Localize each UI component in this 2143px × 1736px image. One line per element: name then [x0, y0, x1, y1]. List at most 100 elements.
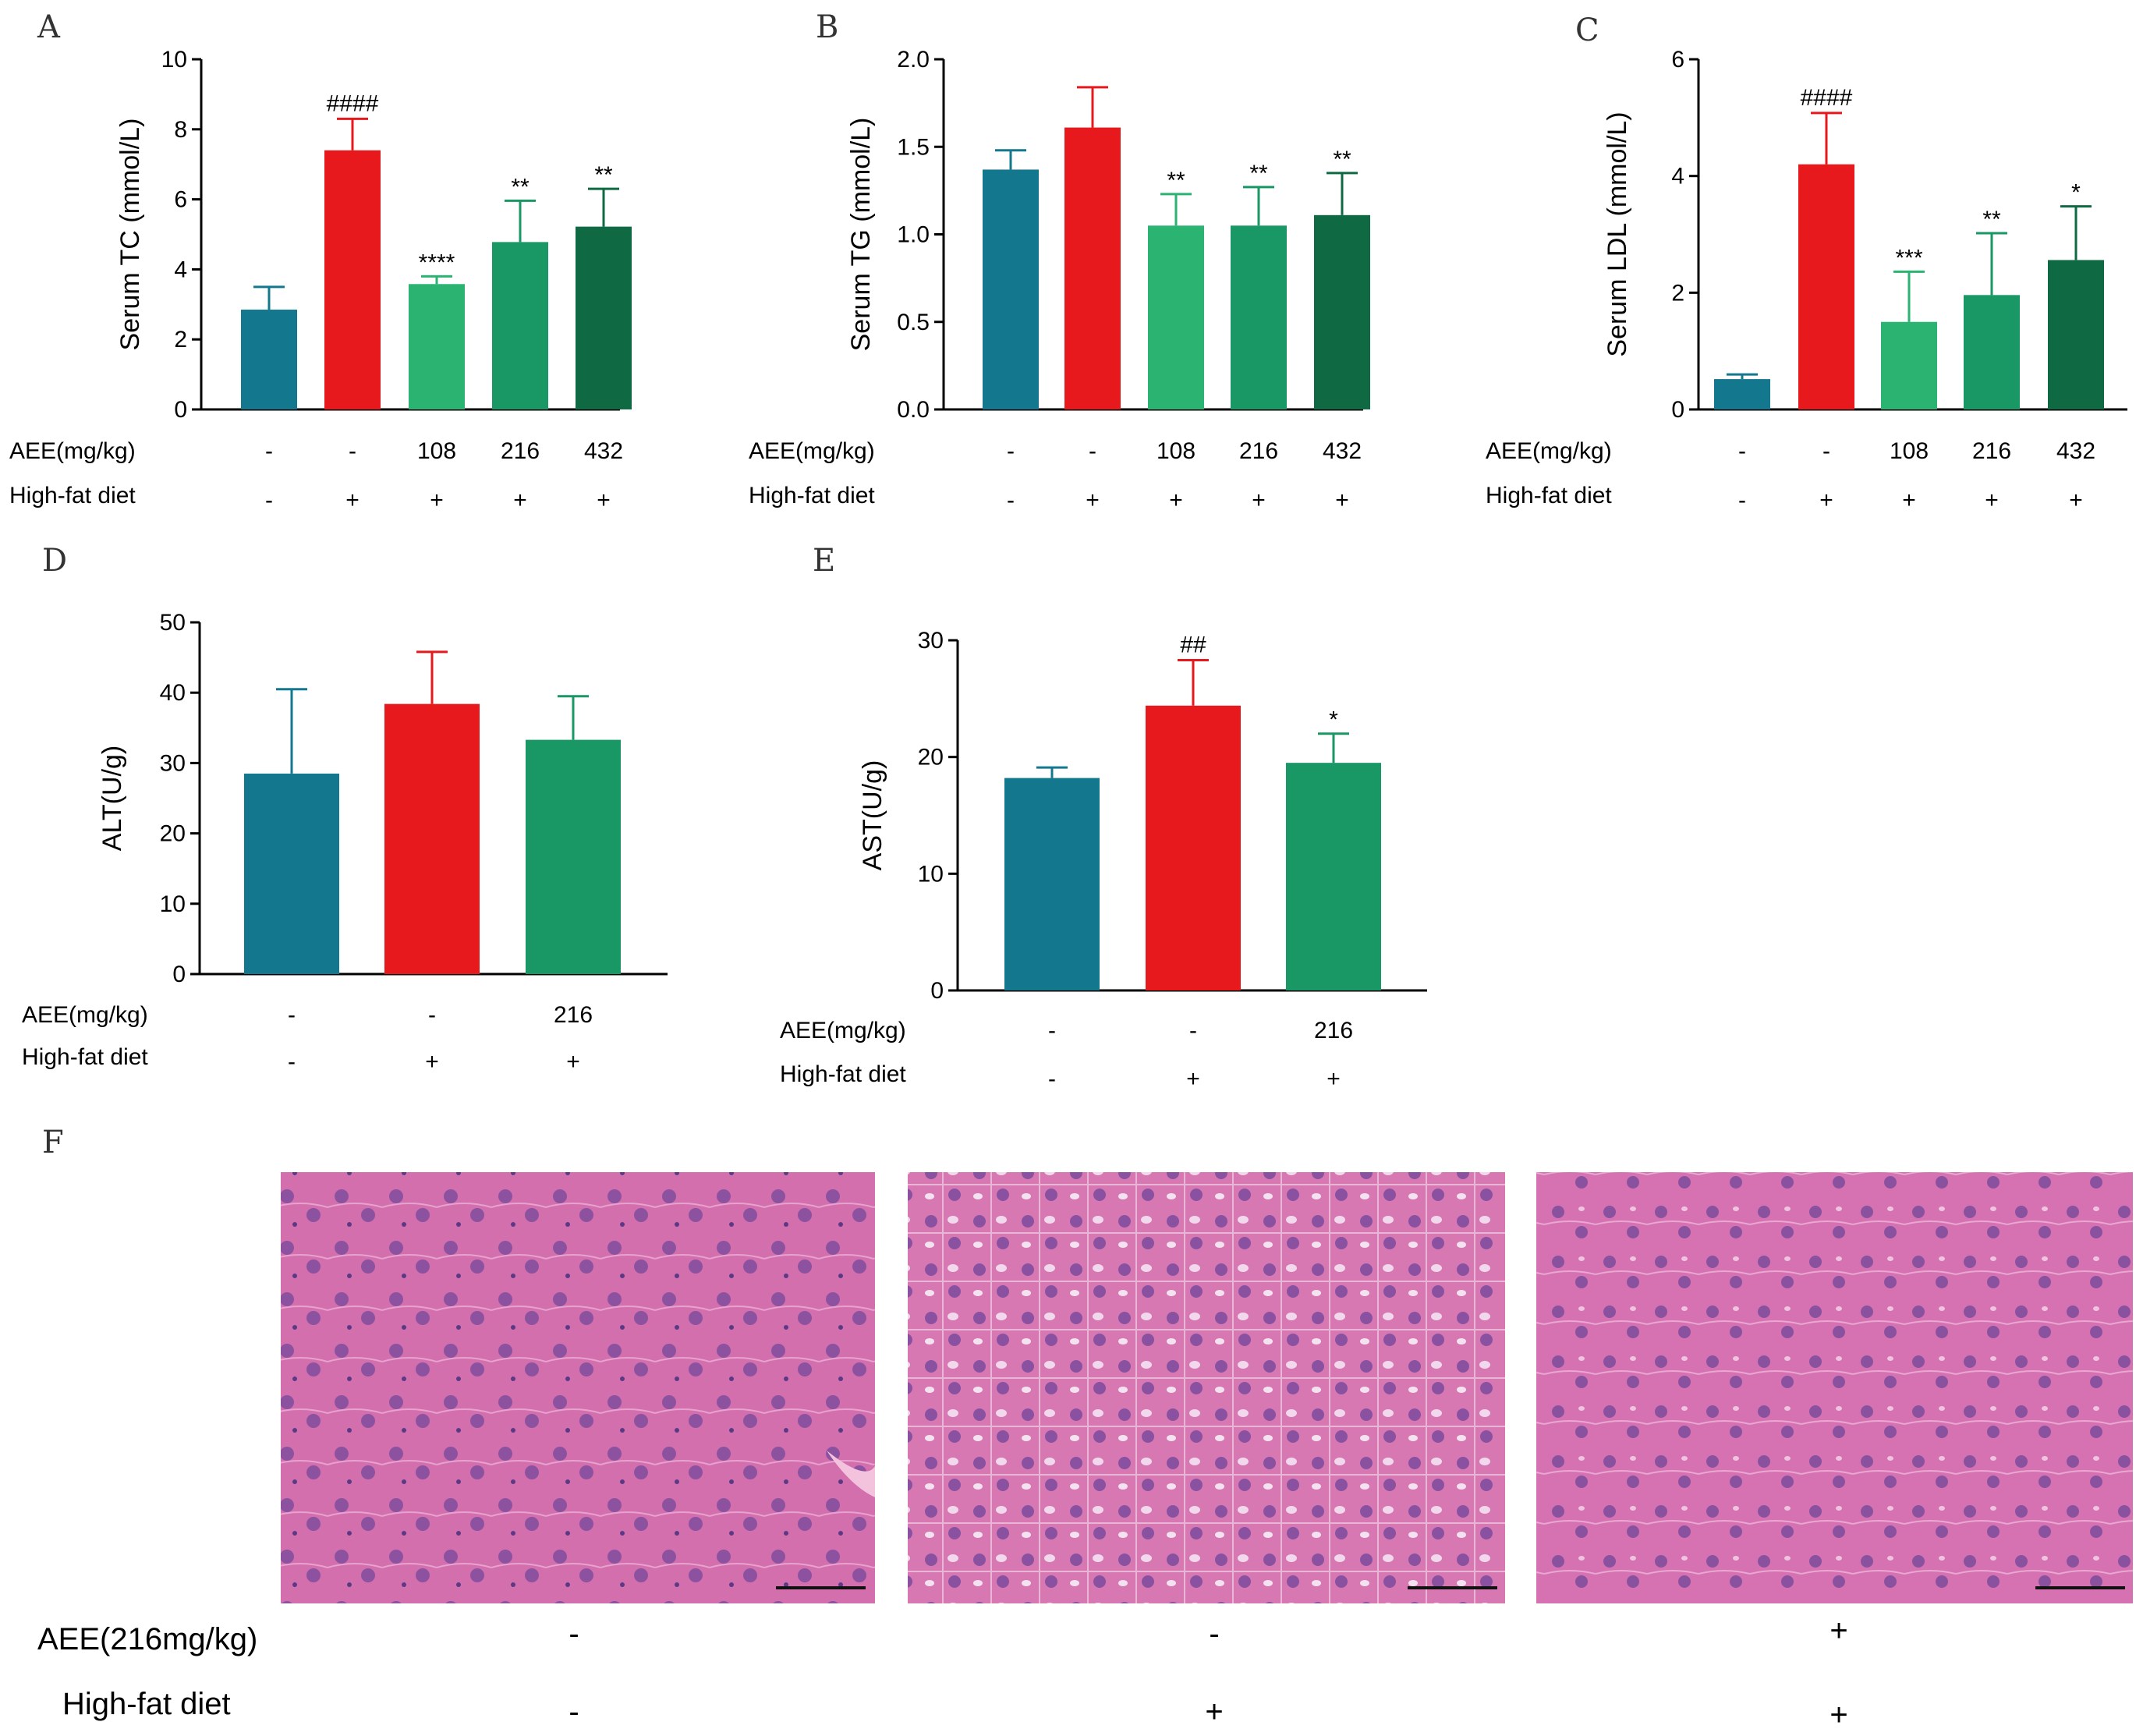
chart-e-y-tick-label: 10 — [918, 861, 944, 887]
chart-b-row-value: + — [1169, 487, 1183, 513]
chart-c-significance-label: * — [2071, 180, 2081, 206]
chart-b-row-value: - — [1007, 438, 1015, 464]
chart-d-bar — [384, 703, 480, 974]
chart-c-row-value: 216 — [1972, 438, 2011, 464]
chart-e-row-value: - — [1189, 1018, 1197, 1043]
scale-bar — [2035, 1586, 2125, 1589]
chart-c-row-value: + — [1985, 487, 1999, 513]
chart-d-y-tick-label: 10 — [160, 891, 186, 917]
chart-e-row-value: + — [1186, 1066, 1200, 1092]
chart-b-y-axis-label: Serum TG (mmol/L) — [846, 118, 876, 352]
chart-c-row-value: - — [1822, 438, 1830, 464]
chart-a-bar — [241, 310, 297, 409]
histology-aee-1: - — [569, 1617, 579, 1651]
histology-row-label-aee: AEE(216mg/kg) — [37, 1622, 257, 1656]
chart-b-significance-label: ** — [1249, 161, 1268, 186]
chart-d-bar — [244, 773, 339, 974]
chart-c-y-tick-label: 6 — [1671, 47, 1684, 73]
chart-a-y-axis-label: Serum TC (mmol/L) — [115, 119, 145, 351]
histology-hfd-3: + — [1830, 1698, 1847, 1732]
chart-a-row-value: + — [430, 487, 444, 513]
chart-b-y-tick-label: 0.5 — [897, 310, 930, 335]
chart-a-row-value: - — [265, 487, 273, 513]
chart-c-row-value: + — [1902, 487, 1916, 513]
chart-d-row-value: - — [428, 1002, 436, 1028]
chart-e-row-value: - — [1048, 1066, 1056, 1092]
histology-hfd-2: + — [1205, 1695, 1223, 1729]
chart-b-row-value: 108 — [1157, 438, 1195, 464]
panel-letter-d: D — [42, 543, 67, 579]
chart-c-bar — [1881, 321, 1937, 409]
chart-b-bar — [983, 169, 1039, 409]
chart-c-row-label: High-fat diet — [1486, 483, 1612, 508]
chart-d-row-value: + — [425, 1049, 439, 1075]
panel-letter-f: F — [42, 1125, 64, 1160]
panel-letter-b: B — [816, 9, 838, 45]
chart-a-row-label: AEE(mg/kg) — [9, 438, 136, 464]
chart-b-row-value: + — [1335, 487, 1349, 513]
chart-a-bar — [492, 242, 548, 409]
chart-b-row-value: - — [1089, 438, 1096, 464]
chart-d-row-label: High-fat diet — [22, 1044, 148, 1070]
chart-a-row-value: 108 — [417, 438, 456, 464]
panel-letter-a: A — [37, 9, 61, 45]
chart-a-bar — [576, 226, 632, 409]
chart-c-significance-label: #### — [1801, 85, 1853, 111]
chart-b-serum-tg: 0.0 0.5 1.0 1.5 2.0 Serum TG (mmol/L) ** ** ** AE… — [749, 47, 1370, 513]
chart-c-row-value: - — [1738, 438, 1746, 464]
chart-c-row-value: 432 — [2056, 438, 2095, 464]
chart-c-row-value: - — [1738, 487, 1746, 513]
scale-bar — [776, 1586, 866, 1589]
chart-a-significance-label: #### — [327, 90, 379, 116]
chart-c-y-tick-label: 0 — [1671, 397, 1684, 423]
chart-c-row-label: AEE(mg/kg) — [1486, 438, 1612, 464]
chart-b-y-tick-label: 1.5 — [897, 134, 930, 160]
chart-e-y-tick-label: 20 — [918, 745, 944, 771]
chart-b-y-tick-label: 0.0 — [897, 397, 930, 423]
chart-a-y-tick-label: 6 — [174, 187, 187, 213]
chart-a-significance-label: ** — [511, 174, 530, 200]
chart-e-row-value: + — [1327, 1066, 1341, 1092]
chart-c-bar — [1714, 379, 1770, 409]
chart-e-ast: 0 10 20 30 AST(U/g) ## * AEE(mg/kg) - - 216 High-fa… — [780, 628, 1427, 1092]
chart-d-y-axis-label: ALT(U/g) — [97, 746, 127, 851]
chart-c-row-value: 108 — [1890, 438, 1929, 464]
chart-e-row-value: 216 — [1314, 1018, 1353, 1043]
chart-c-bar — [2048, 260, 2104, 409]
chart-e-row-label: High-fat diet — [780, 1061, 906, 1087]
chart-e-row-value: - — [1048, 1018, 1056, 1043]
chart-e-y-tick-label: 30 — [918, 628, 944, 654]
chart-a-bar — [409, 284, 465, 409]
panel-letter-e: E — [813, 543, 835, 579]
chart-a-y-tick-label: 4 — [174, 257, 187, 282]
chart-a-y-tick-label: 2 — [174, 327, 187, 353]
chart-c-row-value: + — [2069, 487, 2083, 513]
chart-d-bar — [526, 739, 621, 974]
chart-c-bar — [1964, 295, 2020, 409]
chart-a-significance-label: ** — [594, 162, 613, 188]
chart-c-bar — [1798, 164, 1854, 409]
chart-b-significance-label: ** — [1167, 168, 1185, 193]
chart-e-row-label: AEE(mg/kg) — [780, 1018, 906, 1043]
chart-a-significance-label: **** — [419, 250, 455, 275]
chart-c-significance-label: ** — [1982, 207, 2001, 232]
chart-b-bar — [1314, 214, 1370, 409]
chart-b-row-label: AEE(mg/kg) — [749, 438, 875, 464]
chart-c-significance-label: *** — [1895, 245, 1922, 271]
chart-a-row-value: + — [597, 487, 611, 513]
chart-e-y-tick-label: 0 — [930, 978, 944, 1004]
chart-d-row-label: AEE(mg/kg) — [22, 1002, 148, 1028]
chart-c-row-value: + — [1819, 487, 1833, 513]
scale-bar — [1408, 1586, 1497, 1589]
chart-d-y-tick-label: 40 — [160, 680, 186, 706]
chart-c-y-axis-label: Serum LDL (mmol/L) — [1603, 112, 1632, 356]
chart-d-alt: 0 10 20 30 40 50 ALT(U/g) AEE(mg/kg) - - 216 High-f… — [22, 610, 668, 1075]
chart-d-row-value: + — [566, 1049, 580, 1075]
chart-a-row-value: + — [513, 487, 527, 513]
chart-e-y-axis-label: AST(U/g) — [858, 760, 887, 871]
chart-a-row-value: 432 — [584, 438, 623, 464]
chart-b-bar — [1064, 127, 1121, 409]
